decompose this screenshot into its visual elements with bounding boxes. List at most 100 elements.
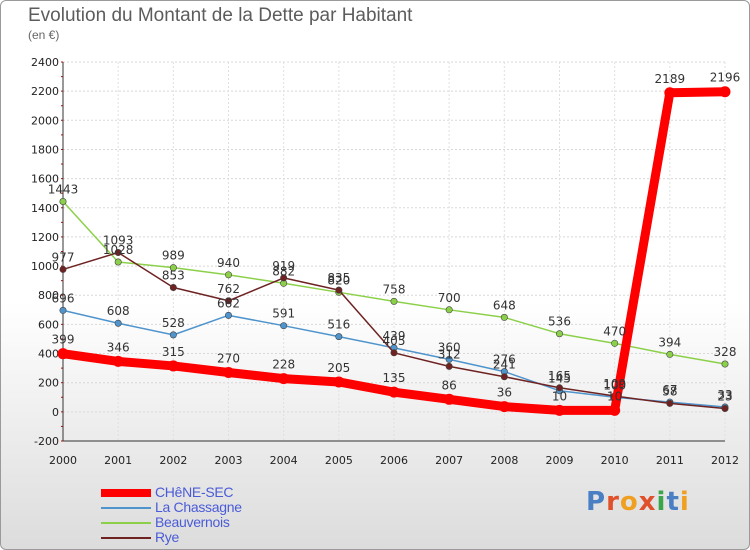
data-label-la-chassagne: 100	[603, 378, 626, 392]
data-point-ch-ne-sec	[333, 376, 345, 388]
x-tick-label: 2007	[435, 454, 463, 467]
y-tick-label: 0	[52, 406, 59, 419]
data-label-la-chassagne: 696	[52, 291, 75, 305]
data-label-beauvernois: 536	[548, 315, 571, 329]
legend-swatch-la-chassagne	[101, 507, 151, 509]
data-label-ch-ne-sec: 315	[162, 345, 185, 359]
data-label-beauvernois: 394	[658, 335, 681, 349]
data-label-beauvernois: 700	[438, 291, 461, 305]
data-label-rye: 835	[327, 271, 350, 285]
data-point-beauvernois	[666, 350, 674, 358]
data-point-beauvernois	[500, 313, 508, 321]
logo-letter: o	[619, 487, 639, 517]
data-label-rye: 109	[603, 377, 626, 391]
logo-letter: t	[666, 487, 680, 517]
y-tick-label: 600	[38, 318, 59, 331]
data-point-beauvernois	[445, 306, 453, 314]
data-point-rye	[280, 274, 288, 282]
data-point-rye	[225, 297, 233, 305]
data-point-rye	[390, 349, 398, 357]
data-label-rye: 919	[272, 259, 295, 273]
y-tick-label: 1000	[31, 260, 59, 273]
legend-label-chene-sec: CHêNE-SEC	[155, 484, 234, 500]
logo-letter: x	[638, 487, 657, 517]
legend-label-rye: Rye	[155, 529, 179, 545]
data-label-beauvernois: 1028	[103, 243, 134, 257]
data-point-beauvernois	[390, 297, 398, 305]
x-tick-label: 2006	[380, 454, 408, 467]
proxiti-logo: Proxiti	[586, 487, 690, 517]
x-tick-label: 2005	[325, 454, 353, 467]
data-label-rye: 23	[717, 389, 732, 403]
data-point-rye	[555, 384, 563, 392]
data-point-beauvernois	[225, 271, 233, 279]
x-tick-label: 2011	[656, 454, 684, 467]
data-point-ch-ne-sec	[719, 86, 731, 98]
x-tick-label: 2002	[159, 454, 187, 467]
data-point-rye	[500, 373, 508, 381]
x-tick-label: 2010	[601, 454, 629, 467]
y-tick-label: 200	[38, 377, 59, 390]
x-tick-label: 2001	[104, 454, 132, 467]
y-tick-label: 1600	[31, 173, 59, 186]
chart-title: Evolution du Montant de la Dette par Hab…	[28, 5, 413, 26]
y-tick-label: 800	[38, 289, 59, 302]
data-label-rye: 853	[162, 269, 185, 283]
y-tick-label: 1400	[31, 202, 59, 215]
data-point-rye	[59, 265, 67, 273]
data-label-la-chassagne: 591	[272, 307, 295, 321]
data-label-rye: 762	[217, 282, 240, 296]
logo-letter: r	[606, 487, 620, 517]
data-point-rye	[721, 404, 729, 412]
data-point-la-chassagne	[280, 322, 288, 330]
x-tick-label: 2003	[215, 454, 243, 467]
y-tick-label: 1200	[31, 231, 59, 244]
data-label-ch-ne-sec: 86	[442, 378, 457, 392]
data-label-ch-ne-sec: 228	[272, 358, 295, 372]
data-point-ch-ne-sec	[554, 404, 565, 416]
data-point-rye	[114, 249, 122, 257]
data-point-rye	[666, 399, 674, 407]
data-label-ch-ne-sec: 10	[607, 389, 622, 403]
data-label-beauvernois: 820	[327, 273, 350, 287]
x-tick-label: 2008	[490, 454, 518, 467]
data-label-la-chassagne: 67	[662, 383, 677, 397]
legend-swatch-chene-sec	[101, 489, 151, 497]
data-label-beauvernois: 470	[603, 324, 626, 338]
data-point-la-chassagne	[225, 311, 233, 319]
data-label-la-chassagne: 516	[327, 318, 350, 332]
y-tick-label: 2000	[31, 114, 59, 127]
data-label-ch-ne-sec: 135	[383, 371, 406, 385]
data-label-beauvernois: 989	[162, 249, 185, 263]
data-point-beauvernois	[114, 258, 122, 266]
data-label-beauvernois: 648	[493, 298, 516, 312]
data-label-la-chassagne: 439	[383, 329, 406, 343]
data-point-rye	[445, 362, 453, 370]
data-point-ch-ne-sec	[278, 373, 290, 385]
data-label-ch-ne-sec: 346	[107, 340, 130, 354]
data-label-la-chassagne: 276	[493, 353, 516, 367]
chart-subtitle: (en €)	[28, 28, 60, 42]
data-point-ch-ne-sec	[664, 87, 676, 99]
data-label-rye: 405	[383, 334, 406, 348]
data-label-beauvernois: 940	[217, 256, 240, 270]
data-label-rye: 241	[493, 358, 516, 372]
data-point-la-chassagne	[335, 333, 343, 341]
data-point-la-chassagne	[169, 331, 177, 339]
data-point-beauvernois	[169, 264, 177, 272]
data-point-ch-ne-sec	[498, 401, 510, 413]
data-label-ch-ne-sec: 2196	[710, 71, 741, 85]
legend-label-beauvernois: Beauvernois	[155, 514, 230, 530]
data-label-rye: 58	[662, 384, 677, 398]
data-label-ch-ne-sec: 36	[497, 386, 512, 400]
data-point-ch-ne-sec	[443, 393, 455, 405]
data-point-ch-ne-sec	[57, 348, 69, 360]
data-label-ch-ne-sec: 270	[217, 351, 240, 365]
data-label-beauvernois: 1443	[48, 183, 79, 197]
data-label-beauvernois: 328	[714, 345, 737, 359]
data-point-beauvernois	[59, 198, 67, 206]
data-point-la-chassagne	[114, 319, 122, 327]
x-tick-label: 2004	[270, 454, 298, 467]
y-tick-label: 2400	[31, 56, 59, 69]
